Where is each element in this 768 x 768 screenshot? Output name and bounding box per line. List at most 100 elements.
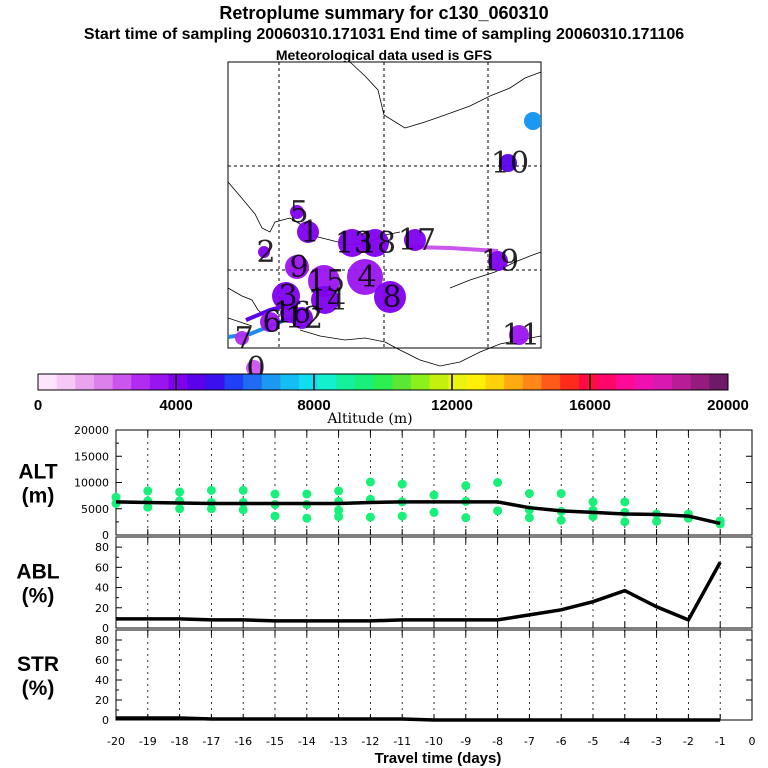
scatter-point	[175, 504, 185, 514]
x-tick-label: -10	[425, 735, 443, 748]
colorbar-swatch	[93, 374, 114, 390]
colorbar-swatch	[560, 374, 580, 390]
colorbar-swatch	[522, 374, 543, 390]
plume-label: 10	[491, 146, 529, 181]
colorbar-tick-label: 4000	[159, 397, 192, 414]
x-tick-label: -17	[202, 735, 220, 748]
scatter-point	[302, 489, 312, 499]
scatter-point	[397, 479, 407, 489]
x-tick-label: -15	[266, 735, 284, 748]
scatter-point	[302, 513, 312, 523]
colorbar-frame	[37, 373, 729, 391]
series-line	[116, 561, 722, 623]
scatter-point	[461, 513, 471, 523]
colorbar-swatch	[504, 374, 524, 390]
x-axis-label: Travel time (days)	[375, 750, 502, 767]
plume-label: 4	[357, 260, 376, 295]
colorbar-swatch	[485, 374, 505, 390]
plume-circle	[272, 282, 300, 310]
scatter-point	[175, 487, 185, 497]
y-tick-label: 80	[95, 634, 109, 647]
y-tick-label: 0	[102, 714, 109, 727]
plume-circle	[499, 154, 517, 172]
plume-circle	[258, 246, 270, 258]
colorbar-swatch	[131, 374, 151, 390]
scatter-point	[493, 506, 503, 516]
x-tick-label: -4	[619, 735, 630, 748]
x-tick-label: -20	[107, 735, 125, 748]
plume-label: 18	[358, 226, 396, 261]
x-tick-label: -8	[492, 735, 503, 748]
colorbar-swatch	[243, 374, 263, 390]
plume-label: 19	[481, 244, 519, 279]
colorbar-swatch	[616, 374, 636, 390]
x-tick-label: 0	[749, 735, 756, 748]
scatter-point	[238, 485, 248, 495]
plume-circle	[524, 112, 541, 130]
plume-circle	[246, 360, 262, 376]
y-tick-label: 40	[95, 674, 109, 687]
x-tick-label: -5	[588, 735, 599, 748]
y-tick-label: 20000	[74, 424, 109, 437]
colorbar-tick-label: 12000	[431, 397, 473, 414]
plume-label: 14	[308, 283, 346, 318]
plume-circle	[509, 325, 529, 345]
sampling-time-line: Start time of sampling 20060310.171031 E…	[83, 26, 685, 43]
x-tick-label: -18	[171, 735, 189, 748]
scatter-point	[206, 504, 216, 514]
colorbar-swatch	[541, 374, 561, 390]
y-tick-label: 0	[102, 622, 109, 635]
plume-label: 11	[502, 318, 540, 353]
scatter-point	[556, 515, 566, 525]
colorbar-swatch	[280, 374, 300, 390]
scatter-point	[365, 512, 375, 522]
panel-label: ABL	[16, 561, 59, 584]
y-tick-label: 20	[95, 602, 109, 615]
plume-label: 17	[398, 223, 436, 258]
x-tick-label: -14	[298, 735, 316, 748]
panel-label: ALT	[18, 461, 57, 484]
scatter-point	[206, 485, 216, 495]
plume-circle	[297, 221, 319, 243]
colorbar-swatch	[429, 374, 449, 390]
panel-stratosphere: 0 20 40 60 80 STR(%)	[17, 629, 753, 727]
colorbar-swatch	[205, 374, 225, 390]
colorbar-tick-label: 20000	[707, 397, 749, 414]
scatter-point	[620, 517, 630, 527]
x-tick-label: -12	[361, 735, 379, 748]
colorbar-swatch	[112, 374, 132, 390]
scatter-point	[397, 511, 407, 521]
plume-label: 3	[278, 279, 297, 314]
colorbar-swatch	[317, 374, 337, 390]
panel-label: (%)	[22, 585, 55, 608]
panel-label: (%)	[22, 677, 55, 700]
scatter-point	[588, 497, 598, 507]
scatter-point	[270, 511, 280, 521]
plume-track	[409, 245, 499, 253]
scatter-point	[334, 486, 344, 496]
scatter-point	[143, 502, 153, 512]
plume-label: 7	[234, 321, 253, 356]
panel-abl: 0 20 40 60 80 ABL(%)	[16, 536, 753, 635]
plume-circle	[488, 251, 508, 271]
colorbar-swatch	[690, 374, 710, 390]
plume-label: 5	[289, 195, 308, 230]
plume-label: 6	[262, 305, 281, 340]
x-tick-label: -3	[651, 735, 662, 748]
y-tick-label: 15000	[74, 450, 109, 463]
plume-label: 13	[335, 226, 373, 261]
colorbar-label: Altitude (m)	[326, 411, 412, 427]
colorbar-swatch	[149, 374, 170, 390]
altitude-colorbar: 0 4000 8000 12000 16000 20000	[34, 373, 749, 414]
panel-label: STR	[17, 653, 59, 676]
x-tick-label: -16	[234, 735, 252, 748]
colorbar-swatch	[466, 374, 487, 390]
plume-label: 2	[256, 235, 275, 270]
colorbar-swatch	[75, 374, 95, 390]
plume-circle	[235, 331, 249, 345]
colorbar-tick-label: 8000	[297, 397, 330, 414]
plume-circle	[260, 312, 280, 332]
